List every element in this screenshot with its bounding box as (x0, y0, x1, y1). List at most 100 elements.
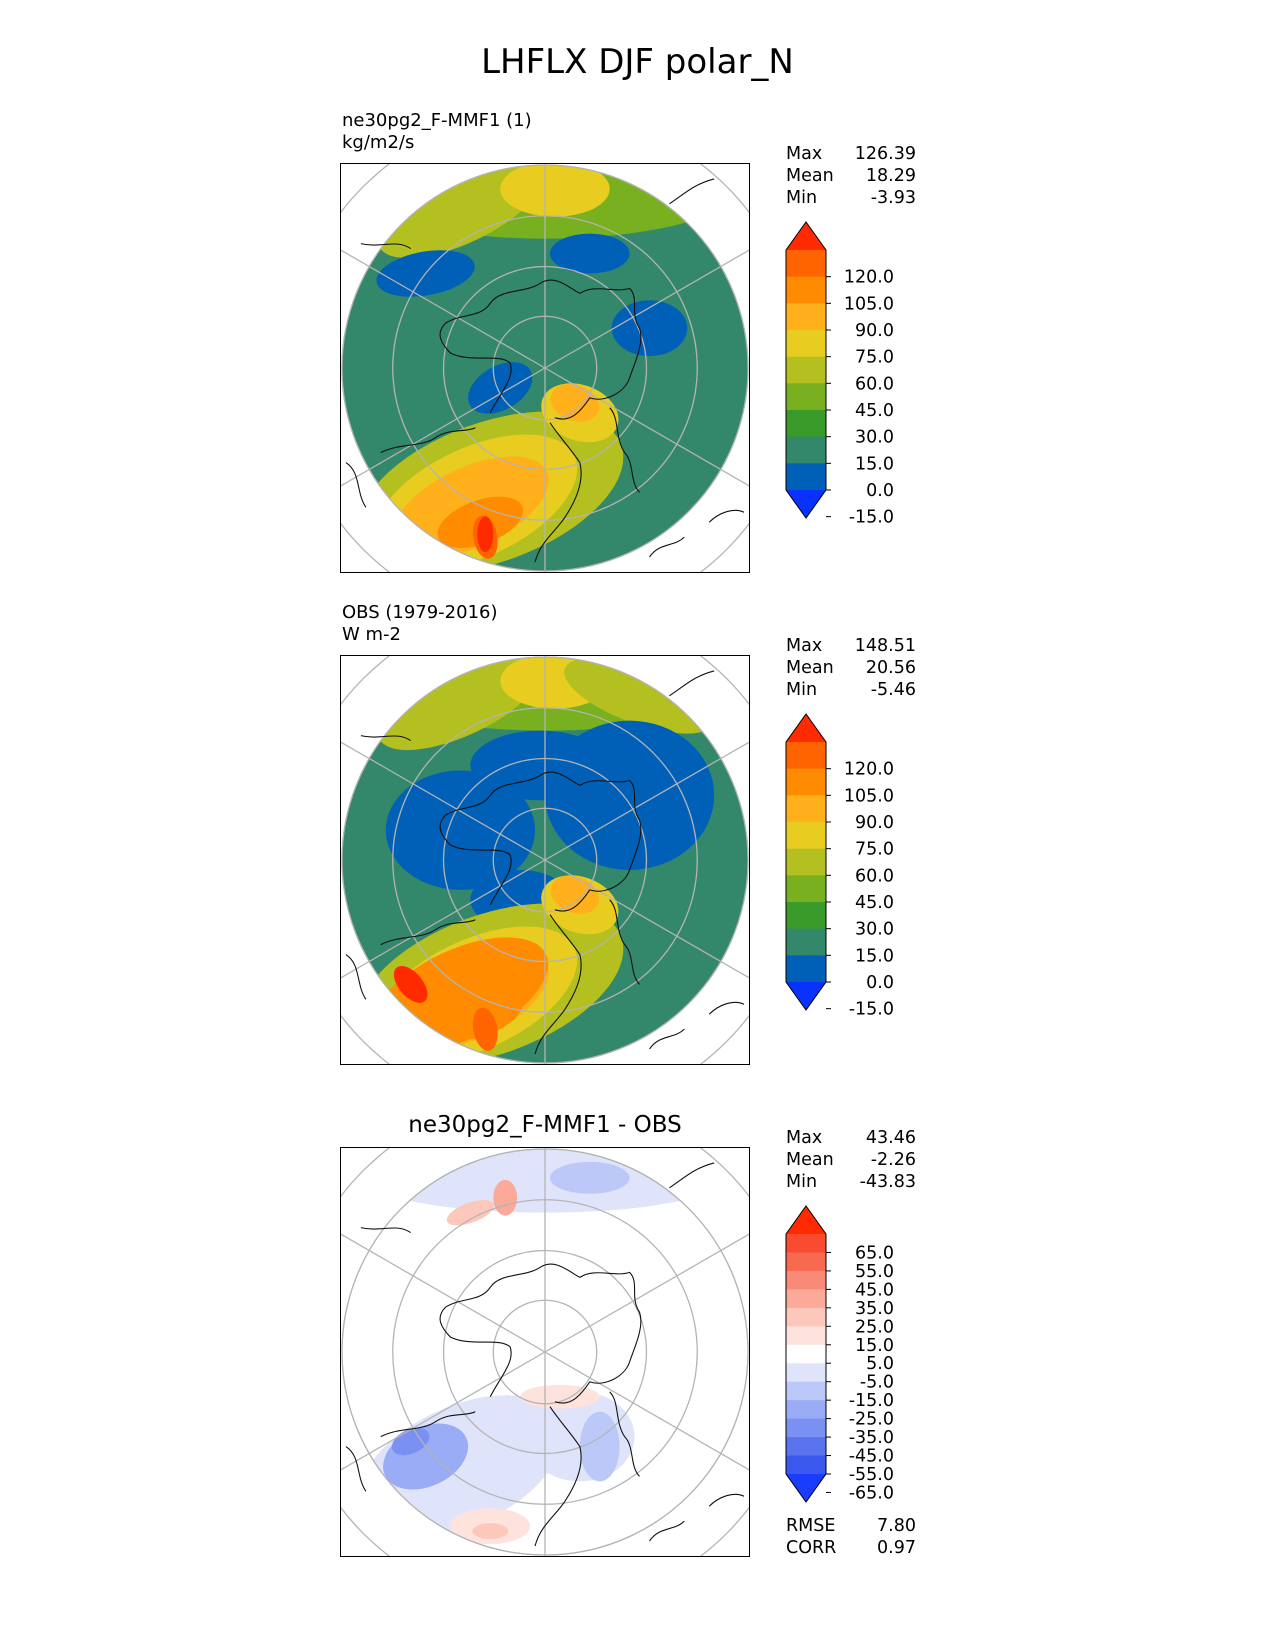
panel2-colorbar-svg: 120.0 105.0 90.0 75.0 60.0 45.0 30.0 15.0 0.0 -15… (785, 713, 894, 1020)
panel3-map-pacific-strong-negative (549, 1161, 630, 1194)
panel3-map-coastline (669, 1162, 715, 1189)
panel1-cbar-bin (786, 303, 826, 331)
panel1-map-meridian (544, 249, 749, 369)
panel1-min: -3.93 (870, 188, 916, 208)
panel1-mean-label: Mean (786, 166, 834, 186)
panel3-cbar-bin (786, 1270, 826, 1290)
rmse-value: 7.80 (877, 1516, 916, 1536)
panel1-map-labrador-core (550, 383, 600, 422)
panel3-cbar-bin (786, 1234, 826, 1253)
panel3-colorbar: 65.0 55.0 45.0 35.0 25.0 15.0 5.0 -5.0 -15.0 -25.… (785, 1205, 906, 1503)
panel3-map (340, 1147, 750, 1557)
panel3-title: ne30pg2_F-MMF1 - OBS (408, 1112, 682, 1138)
panel2-cbar-bin (786, 848, 826, 876)
panel2-title: OBS (1979-2016) W m-2 (342, 602, 498, 646)
panel1-cbar-tick-label: 60.0 (855, 374, 894, 394)
panel2-cbar-tick-label: 45.0 (855, 893, 894, 913)
panel3-cbar-bin (786, 1363, 826, 1383)
panel1-cbar-tick-label: 45.0 (855, 401, 894, 421)
panel3-cbar-bin (786, 1344, 826, 1364)
panel3-min: -43.83 (859, 1172, 916, 1192)
panel3-cbar-extend-min (786, 1474, 826, 1502)
panel1-cbar-extend-min (786, 490, 826, 518)
panel3-map-meridian (341, 1351, 546, 1471)
panel2-map-coastline (649, 1028, 685, 1050)
panel1-cbar-bin (786, 330, 826, 358)
panel2-cbar-bin (786, 795, 826, 823)
panel2-cbar-bin (786, 822, 826, 850)
panel1-map-coastline (345, 462, 367, 508)
panel1-min-label: Min (786, 188, 818, 208)
panel1-map-coastline (380, 427, 476, 454)
panel3-cbar-tick-label: -35.0 (849, 1428, 894, 1448)
panel1-units: kg/m2/s (342, 132, 415, 153)
panel3-cbar-tick-label: 15.0 (855, 1336, 894, 1356)
panel2-cbar-bin (786, 928, 826, 956)
panel2-cbar-tick-label: 120.0 (844, 760, 894, 780)
panel2-map-coastline (609, 899, 640, 985)
panel3-map-pacific-positive (446, 1200, 494, 1226)
panel2-mean: 20.56 (865, 658, 916, 678)
panel2-map-meridian (544, 741, 749, 861)
panel2-map-continent-arctic (470, 730, 610, 801)
panel2-map-atlantic-max (393, 965, 428, 1003)
panel3-cbar-tick-label: -65.0 (849, 1483, 894, 1503)
panel2-min-label: Min (786, 680, 818, 700)
panel3-cbar-tick-label: 55.0 (855, 1262, 894, 1282)
panel3-cbar-bin (786, 1289, 826, 1309)
panel1-cbar-bin (786, 250, 826, 278)
panel2-cbar-tick-label: 90.0 (855, 813, 894, 833)
panel1-map-pacific-center (500, 164, 610, 217)
panel2-cbar-bin (786, 875, 826, 903)
panel3-cbar-tick-label: 35.0 (855, 1299, 894, 1319)
panel1-map-svg (341, 164, 749, 572)
panel2-cbar-tick-label: 30.0 (855, 920, 894, 940)
panel2-cbar-extend-max (786, 714, 826, 742)
figure-title: LHFLX DJF polar_N (481, 42, 794, 82)
panel3-cbar-tick-label: 25.0 (855, 1317, 894, 1337)
panel3-map-coastline (554, 1271, 642, 1404)
panel2-map-continent-siberia (385, 770, 536, 890)
panel2-map-meridian (544, 859, 749, 979)
panel1-cbar-bin (786, 463, 826, 491)
panel3-cbar-tick-label: 65.0 (855, 1243, 894, 1263)
panel1-map-coastline (554, 287, 642, 420)
panel1-map-coastline (669, 178, 715, 205)
panel2-cbar-tick-label: 0.0 (866, 973, 894, 993)
panel3-cbar-bin (786, 1437, 826, 1457)
panel3-max: 43.46 (865, 1128, 916, 1148)
panel3-map-coastline (609, 1391, 640, 1477)
panel1-max-label: Max (786, 144, 823, 164)
panel2-map-coastline (380, 919, 476, 946)
panel1-title-text: ne30pg2_F-MMF1 (1) (342, 110, 532, 131)
panel2-cbar-extend-min (786, 982, 826, 1010)
panel2-map-coastline (345, 954, 367, 1000)
panel3-map-atlantic-positive-core (472, 1523, 509, 1540)
panel2-map-coastline (669, 670, 715, 697)
panel1-map-meridian (544, 367, 749, 487)
corr-value: 0.97 (877, 1538, 916, 1558)
panel3-map-coastline (439, 1263, 581, 1398)
panel3-cbar-tick-label: -15.0 (849, 1391, 894, 1411)
panel1-map-meridian (341, 367, 546, 487)
panel1-max: 126.39 (854, 144, 916, 164)
panel2-map-meridian (341, 741, 546, 861)
panel2-map (340, 655, 750, 1065)
panel2-cbar-bin (786, 955, 826, 983)
panel3-map-greenland-strong-negative (579, 1411, 620, 1482)
panel1-cbar-bin (786, 436, 826, 464)
panel2-units: W m-2 (342, 624, 402, 645)
panel1-map-continent-alaska (549, 233, 630, 274)
panel1-map-continent-europe (468, 362, 533, 414)
panel1-cbar-tick-label: 75.0 (855, 348, 894, 368)
panel1-map-continent-canada (611, 300, 688, 357)
panel3-map-coastline (534, 1406, 582, 1547)
panel2-map-coastline (708, 1001, 745, 1015)
panel3-cbar-bin (786, 1381, 826, 1401)
panel3-map-arctic-positive (520, 1384, 600, 1409)
panel1-cbar-tick-label: 30.0 (855, 428, 894, 448)
panel1-cbar-bin (786, 276, 826, 304)
panel3-stats: Max 43.46 Mean -2.26 Min -43.83 (786, 1127, 916, 1193)
panel2-cbar-bin (786, 768, 826, 796)
panel3-colorbar-svg: 65.055.045.035.025.015.05.0-5.0-15.0-25.… (785, 1205, 894, 1503)
